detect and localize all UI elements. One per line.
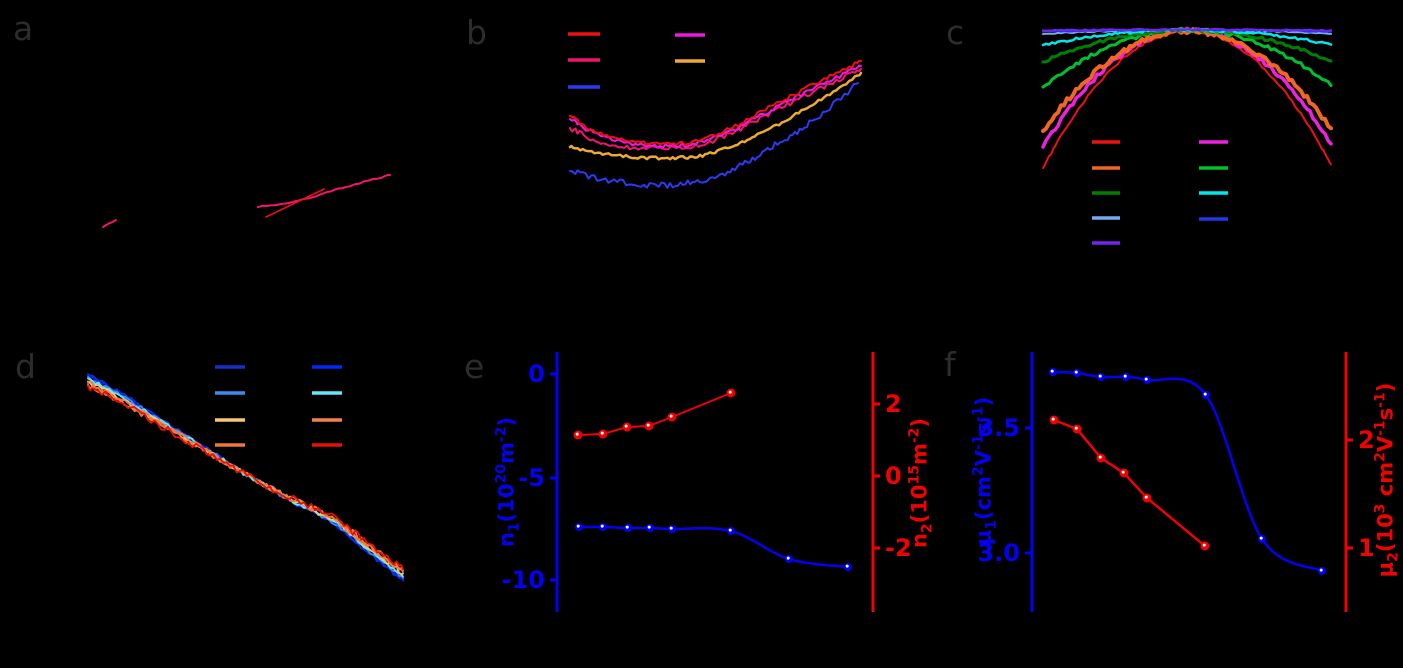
panel-f-mu1-series-marker-highlight-3: [1123, 374, 1127, 378]
panel-e-n1-series-marker-highlight-4: [669, 526, 673, 530]
panel-a-letter: a: [13, 9, 34, 48]
panel-f-mu1-series-marker-highlight-5: [1203, 392, 1207, 396]
panel-c-parabola-red: [1042, 29, 1332, 169]
panel-f-mu1-series-marker-highlight-0: [1050, 369, 1054, 373]
panel-f-mu2-series-marker-highlight-4: [1144, 495, 1148, 499]
panel-e-right-tick-label-1: 0: [885, 462, 902, 490]
panel-e-right-axis-label: n2(1015m-2): [906, 417, 936, 549]
panel-f-letter: f: [944, 345, 956, 384]
panel-f-left-tick-label-0: 3.5: [977, 414, 1020, 442]
panel-f-mu1-series-marker-highlight-6: [1259, 536, 1263, 540]
panel-e-n2-series-marker-highlight-2: [624, 424, 628, 428]
panel-e-n2-series-marker-highlight-0: [575, 432, 579, 436]
panel-f-mu1-series-marker-highlight-4: [1144, 377, 1148, 381]
panel-e-n1-series-marker-highlight-5: [728, 528, 732, 532]
panel-e-n2-series: [577, 392, 732, 436]
panel-d-letter: d: [15, 347, 36, 386]
panel-e-n1-series-marker-highlight-1: [600, 524, 604, 528]
panel-e-left-axis-label: n1(1020m-2): [493, 416, 523, 548]
panel-a-data-curve: [257, 174, 391, 208]
panel-e-left-tick-label-2: -10: [502, 566, 545, 594]
panel-c-letter: c: [946, 13, 965, 52]
panel-e-right-tick-label-0: 2: [885, 390, 902, 418]
panel-e-n1-series-marker-highlight-2: [625, 525, 629, 529]
panel-a-linear-fit-line: [265, 188, 325, 218]
panel-f-left-axis-label: μ1(cm2V-1s-1): [970, 396, 1000, 546]
panel-d-strand-red: [87, 385, 404, 571]
panel-e-n2-series-marker-highlight-3: [646, 423, 650, 427]
panel-c-parabola-violet: [1042, 28, 1332, 32]
panel-e-n1-series-marker-highlight-7: [845, 564, 849, 568]
panel-f-mu2-series-marker-highlight-3: [1121, 470, 1125, 474]
panel-f-right-tick-label-1: 1: [1358, 534, 1375, 562]
panel-e-n2-series-marker-highlight-5: [728, 390, 732, 394]
panel-f-mu1-series-marker-highlight-2: [1098, 374, 1102, 378]
panel-e-n1-series-marker-highlight-0: [576, 524, 580, 528]
panel-f-mu1-series: [1051, 370, 1324, 573]
panel-a-data-segment-left: [102, 219, 117, 228]
panel-f-mu1-series-marker-highlight-7: [1319, 568, 1323, 572]
panel-b-curve-blue: [569, 82, 859, 189]
panel-f-left-tick-label-1: 3.0: [977, 539, 1020, 567]
panel-e-n1-series-marker-highlight-3: [647, 525, 651, 529]
panel-f-mu2-series: [1052, 418, 1207, 548]
panel-e-left-tick-label-1: -5: [518, 464, 545, 492]
panel-e-letter: e: [464, 347, 485, 386]
panel-f-right-tick-label-0: 2: [1358, 426, 1375, 454]
panel-e-right-tick-label-2: -2: [885, 534, 912, 562]
panel-b-curve-pink: [569, 68, 862, 151]
panel-e-left-tick-label-0: 0: [528, 360, 545, 388]
panel-f-mu1-series-marker-highlight-1: [1074, 370, 1078, 374]
panel-f-mu2-series-marker-highlight-0: [1051, 417, 1055, 421]
panel-f-mu2-series-marker-highlight-5: [1202, 543, 1206, 547]
panel-b-curve-red: [569, 59, 862, 146]
panel-f-right-axis-label: μ2(103 cm2V-1s-1): [1372, 382, 1402, 578]
panel-e-n2-series-marker-highlight-1: [600, 431, 604, 435]
panel-f-mu2-series-marker-highlight-1: [1074, 426, 1078, 430]
panel-f-mu2-series-marker-highlight-2: [1098, 455, 1102, 459]
panel-e-n2-series-marker-highlight-4: [669, 414, 673, 418]
panel-b-curve-orange: [568, 71, 863, 161]
panel-b-letter: b: [466, 13, 487, 52]
panel-e-n1-series: [577, 525, 850, 569]
panel-e-n1-series-marker-highlight-6: [786, 556, 790, 560]
panel-c-parabola-orange: [1041, 27, 1333, 133]
